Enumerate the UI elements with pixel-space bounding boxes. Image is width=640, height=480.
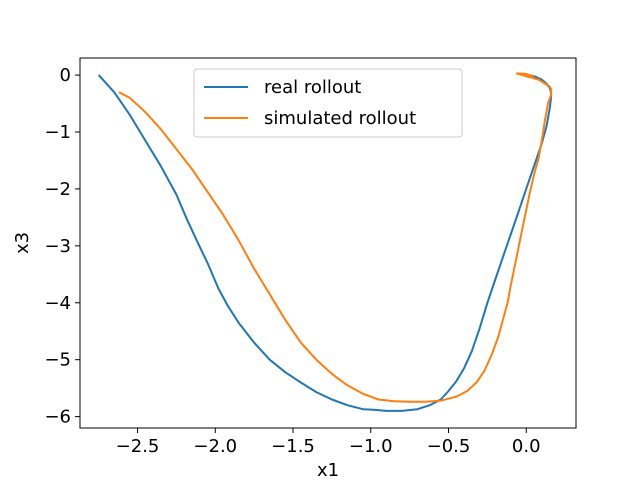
y-tick-label: −6: [44, 407, 71, 428]
legend-frame: [193, 68, 463, 138]
x-axis: −2.5 −2.0 −1.5 −1.0 −0.5 0.0: [116, 428, 541, 457]
plot-frame: [79, 57, 577, 429]
x-tick-label: −1.5: [271, 436, 315, 457]
series-line-simulated-rollout: [118, 72, 553, 403]
y-tick-label: −2: [44, 179, 71, 200]
legend-label-real-rollout: real rollout: [264, 77, 361, 98]
y-tick-label: −3: [44, 236, 71, 257]
y-tick-label: −1: [44, 122, 71, 143]
x-axis-label: x1: [317, 460, 339, 480]
series-layer: [97, 72, 553, 412]
y-tick-label: −4: [44, 293, 71, 314]
legend: real rollout simulated rollout: [193, 68, 463, 138]
y-axis-label: x3: [12, 232, 33, 254]
y-tick-label: −5: [44, 350, 71, 371]
x-tick-label: −2.0: [193, 436, 237, 457]
legend-label-simulated-rollout: simulated rollout: [264, 108, 416, 129]
x-tick-label: −1.0: [349, 436, 393, 457]
y-tick-label: 0: [60, 65, 71, 86]
y-axis: 0 −1 −2 −3 −4 −5 −6: [44, 65, 80, 428]
x-tick-label: 0.0: [512, 436, 541, 457]
x-tick-label: −0.5: [427, 436, 471, 457]
series-line-real-rollout: [97, 74, 553, 412]
x-tick-label: −2.5: [116, 436, 160, 457]
